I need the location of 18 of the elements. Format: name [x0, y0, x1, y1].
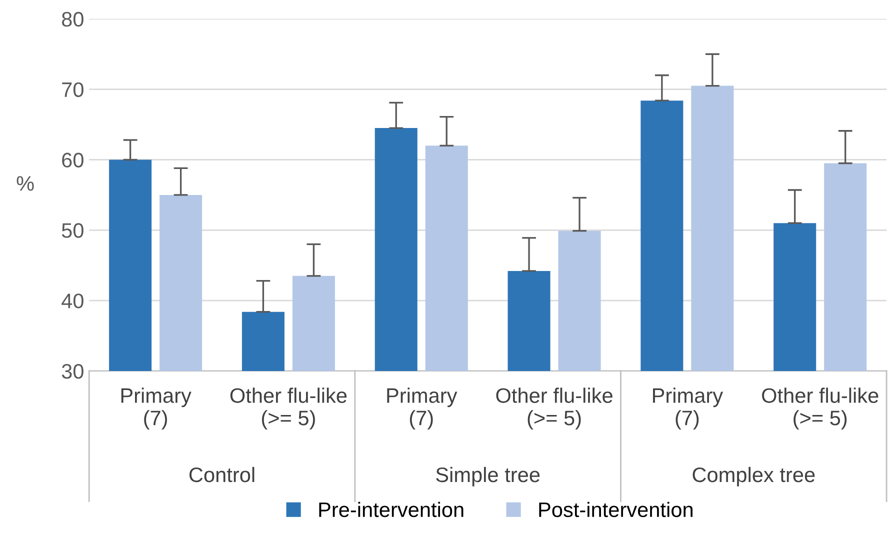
x-tick-label: Primary (7): [653, 388, 724, 430]
text: Simple tree: [436, 466, 540, 486]
x-tick-label: Primary (7): [121, 388, 192, 430]
x-tick-label: Other flu-like (>= 5): [230, 388, 347, 430]
text: Control: [189, 466, 254, 482]
x-tick-label: Primary (7): [387, 388, 458, 430]
y-tick-label: 50: [62, 223, 84, 238]
y-tick-label: 70: [62, 82, 84, 98]
legend-label: Pre-intervention: [319, 502, 464, 518]
legend-label: Post-intervention: [539, 502, 692, 518]
text: Complex tree: [692, 466, 815, 486]
y-tick-label: 40: [62, 294, 84, 308]
x-tick-label: Other flu-like (>= 5): [762, 388, 878, 430]
y-tick-label: 80: [62, 12, 84, 27]
y-axis-title: %: [16, 176, 34, 191]
y-tick-label: 60: [62, 152, 84, 168]
y-tick-label: 30: [62, 364, 84, 379]
x-tick-label: Other flu-like (>= 5): [496, 388, 612, 430]
